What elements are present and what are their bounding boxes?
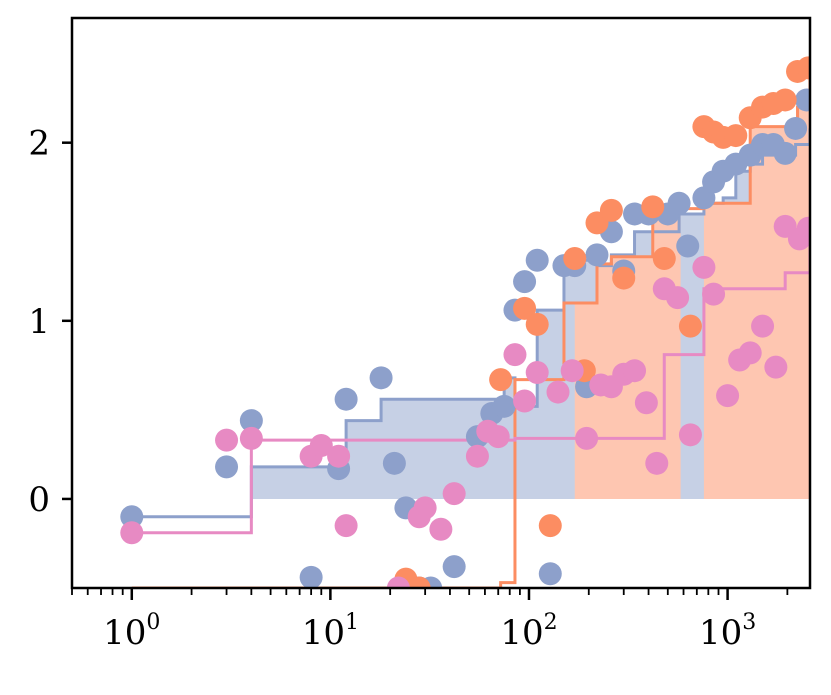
- point-series-2-12: [465, 444, 489, 468]
- point-series-2-25: [634, 391, 658, 415]
- y-tick-label-0: 0: [28, 480, 50, 520]
- x-tick-label-3: 103: [699, 610, 756, 653]
- point-series-0-3: [299, 565, 323, 588]
- point-series-2-29: [678, 423, 702, 447]
- point-series-2-34: [738, 341, 762, 365]
- point-series-0-1: [215, 455, 239, 479]
- point-series-1-6: [538, 514, 562, 538]
- point-series-0-14: [492, 394, 516, 418]
- point-series-2-5: [327, 444, 351, 468]
- point-series-2-14: [486, 425, 510, 449]
- x-axis-ticks: 100 101 102 103: [71, 588, 789, 653]
- point-series-2-24: [623, 359, 647, 383]
- point-series-1-13: [652, 246, 676, 270]
- point-series-1-18: [724, 124, 748, 148]
- point-series-2-4: [309, 434, 333, 457]
- point-series-1-10: [599, 198, 623, 222]
- point-series-2-2: [239, 426, 263, 450]
- fill-series-1-segment-0: [574, 208, 681, 499]
- point-series-0-7: [382, 451, 406, 475]
- y-tick-label-1: 1: [28, 302, 50, 342]
- point-series-0-37: [773, 141, 797, 165]
- point-series-2-1: [215, 428, 239, 452]
- point-series-0-22: [585, 243, 609, 267]
- point-series-2-20: [575, 426, 599, 450]
- point-series-1-5: [525, 312, 549, 336]
- point-series-2-36: [764, 355, 788, 379]
- point-series-1-7: [563, 246, 587, 270]
- point-series-1-24: [796, 56, 810, 80]
- point-series-2-18: [546, 380, 570, 404]
- x-tick-label-2: 102: [500, 610, 557, 653]
- scatter-points: [120, 56, 810, 588]
- point-series-1-14: [678, 314, 702, 338]
- point-series-2-15: [503, 343, 527, 367]
- point-series-2-19: [560, 359, 584, 383]
- point-series-0-5: [334, 387, 358, 411]
- point-series-1-3: [489, 368, 513, 392]
- point-series-0-16: [513, 270, 537, 294]
- y-tick-label-2: 2: [28, 124, 50, 164]
- point-series-1-2: [407, 576, 431, 588]
- point-series-2-30: [692, 255, 716, 279]
- point-series-0-38: [784, 116, 808, 140]
- point-series-0-0: [120, 505, 144, 529]
- x-tick-label-1: 101: [302, 610, 359, 653]
- point-series-2-35: [751, 314, 775, 338]
- y-axis-ticks: 0 1 2: [28, 124, 72, 520]
- point-series-2-39: [796, 216, 810, 240]
- point-series-2-31: [702, 282, 726, 306]
- point-series-0-11: [442, 555, 466, 579]
- point-series-0-6: [369, 366, 393, 390]
- point-series-0-29: [676, 234, 700, 258]
- point-series-2-17: [525, 360, 549, 384]
- point-series-2-10: [429, 517, 453, 541]
- point-series-2-0: [120, 521, 144, 545]
- point-series-1-22: [773, 88, 797, 112]
- point-series-2-26: [645, 451, 669, 475]
- point-series-2-32: [716, 384, 740, 408]
- point-series-0-28: [667, 191, 691, 215]
- point-series-2-9: [413, 496, 437, 520]
- point-series-1-11: [612, 266, 636, 290]
- point-series-2-6: [334, 514, 358, 538]
- step-line-series-1: [131, 71, 810, 588]
- point-series-2-11: [442, 482, 466, 506]
- point-series-0-2: [239, 409, 263, 433]
- point-series-0-18: [538, 562, 562, 586]
- point-series-0-39: [795, 88, 810, 112]
- point-series-2-16: [513, 389, 537, 413]
- point-series-2-28: [666, 286, 690, 310]
- x-tick-label-0: 100: [103, 610, 160, 653]
- point-series-1-12: [641, 195, 665, 219]
- point-series-0-17: [525, 248, 549, 272]
- step-line-series-2: [131, 238, 810, 535]
- point-series-1-4: [513, 296, 537, 320]
- point-series-2-7: [386, 576, 410, 588]
- plot-frame: [70, 16, 812, 590]
